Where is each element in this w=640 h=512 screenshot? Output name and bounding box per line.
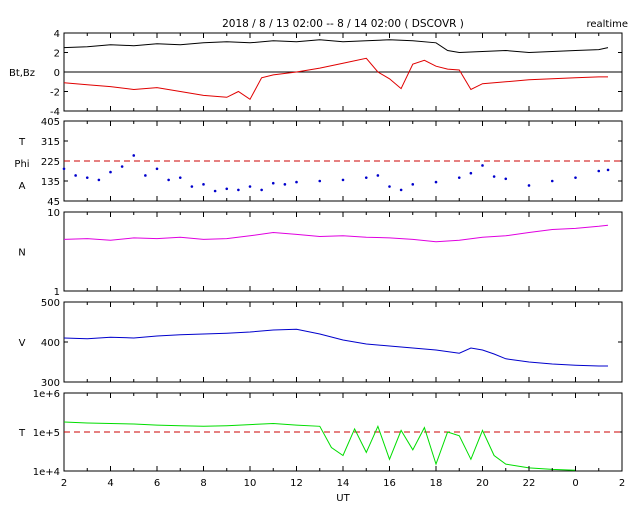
panel-4: 500 400 300 V <box>19 298 623 389</box>
data-point-phi <box>283 183 287 186</box>
y-tick-label: 135 <box>41 177 60 188</box>
y-tick-label: 225 <box>41 157 60 168</box>
data-point-phi <box>481 164 484 167</box>
data-point-phi <box>457 176 461 179</box>
data-point-phi <box>62 167 66 171</box>
data-point-phi <box>202 183 205 186</box>
data-point-phi <box>318 179 322 183</box>
data-point-phi <box>85 176 89 179</box>
x-tick-label: 18 <box>430 478 443 489</box>
x-tick-label: 4 <box>107 478 113 489</box>
y-tick-label: 4 <box>54 29 60 40</box>
series-line-bt <box>63 39 609 54</box>
x-tick-label: 14 <box>337 478 350 489</box>
x-tick-label: 22 <box>523 478 536 489</box>
x-tick-label: 12 <box>290 478 303 489</box>
y-axis-label: Phi <box>14 159 29 170</box>
data-point-phi <box>190 185 194 188</box>
y-tick-label: -2 <box>50 88 60 99</box>
x-tick-label: 10 <box>244 478 257 489</box>
series-line-n <box>63 224 609 243</box>
x-tick-label: 2 <box>619 478 625 489</box>
y-tick-label: 315 <box>41 137 60 148</box>
x-tick-label: 16 <box>383 478 396 489</box>
x-axis-label: UT <box>336 493 350 504</box>
data-point-phi <box>388 185 391 188</box>
y-axis-label: A <box>19 181 26 192</box>
data-point-phi <box>492 175 496 178</box>
panel-frame <box>63 211 623 292</box>
data-point-phi <box>74 174 77 177</box>
data-point-phi <box>341 178 345 182</box>
y-axis-label: Bt,Bz <box>9 68 35 79</box>
x-tick-label: 20 <box>476 478 489 489</box>
y-tick-label: 1e+6 <box>33 389 60 400</box>
panels: 4 2 0 -2 -4 Bt,Bz 405 315 225 135 45 T Phi A 10 1 N 500 40… <box>9 29 623 478</box>
panel-frame <box>63 301 623 383</box>
y-axis-label: N <box>18 248 25 259</box>
data-point-phi <box>504 177 508 181</box>
series-line-bz <box>63 57 608 101</box>
data-point-phi <box>237 188 240 192</box>
series-line-v <box>63 328 608 367</box>
data-point-phi <box>550 179 554 183</box>
panel-1: 4 2 0 -2 -4 Bt,Bz <box>9 29 623 118</box>
data-point-phi <box>527 184 531 187</box>
y-tick-label: 1e+4 <box>33 467 60 478</box>
y-axis-label: V <box>19 338 26 349</box>
data-point-phi <box>132 154 136 157</box>
data-point-phi <box>144 174 147 177</box>
y-axis-label: T <box>18 428 26 439</box>
y-tick-label: 10 <box>47 208 60 219</box>
data-point-phi <box>364 176 368 179</box>
data-point-phi <box>109 170 112 174</box>
data-point-phi <box>213 189 217 193</box>
x-axis: 2 4 6 8 10 12 14 16 18 20 22 0 2 <box>61 478 625 489</box>
y-tick-label: 45 <box>47 197 60 208</box>
chart-title: 2018 / 8 / 13 02:00 -- 8 / 14 02:00 ( DS… <box>222 18 464 30</box>
y-tick-label: 405 <box>41 117 60 128</box>
data-point-phi <box>167 178 170 182</box>
x-tick-label: 0 <box>572 478 578 489</box>
x-tick-label: 6 <box>154 478 160 489</box>
data-point-phi <box>178 176 182 179</box>
y-tick-label: -4 <box>50 107 60 118</box>
data-point-phi <box>411 183 415 186</box>
x-tick-label: 8 <box>200 478 206 489</box>
data-point-phi <box>260 188 263 192</box>
y-tick-label: 1 <box>54 287 60 298</box>
panel-5: 1e+6 1e+5 1e+4 T <box>18 389 623 478</box>
data-point-phi <box>120 165 124 168</box>
y-axis-label: T <box>18 137 26 148</box>
data-point-phi <box>248 185 252 188</box>
realtime-badge: realtime <box>586 19 628 30</box>
data-point-phi <box>271 181 275 185</box>
data-point-phi <box>399 188 403 192</box>
data-point-phi <box>155 167 159 171</box>
data-point-phi <box>574 176 577 179</box>
y-tick-label: 500 <box>41 298 60 309</box>
y-tick-label: 1e+5 <box>33 428 60 439</box>
panel-2: 405 315 225 135 45 T Phi A <box>14 117 623 208</box>
data-point-phi <box>606 168 610 172</box>
panel-3: 10 1 N <box>18 208 623 298</box>
series-line-t <box>63 421 576 471</box>
data-point-phi <box>597 169 601 173</box>
y-tick-label: 2 <box>54 49 60 60</box>
data-point-phi <box>469 171 473 175</box>
y-tick-label: 300 <box>41 378 60 389</box>
data-point-phi <box>97 178 101 182</box>
y-tick-label: 400 <box>41 338 60 349</box>
data-point-phi <box>225 187 229 191</box>
data-point-phi <box>376 174 380 177</box>
data-point-phi <box>295 180 298 184</box>
x-tick-label: 2 <box>61 478 67 489</box>
y-tick-label: 0 <box>54 68 60 79</box>
data-point-phi <box>434 180 438 184</box>
